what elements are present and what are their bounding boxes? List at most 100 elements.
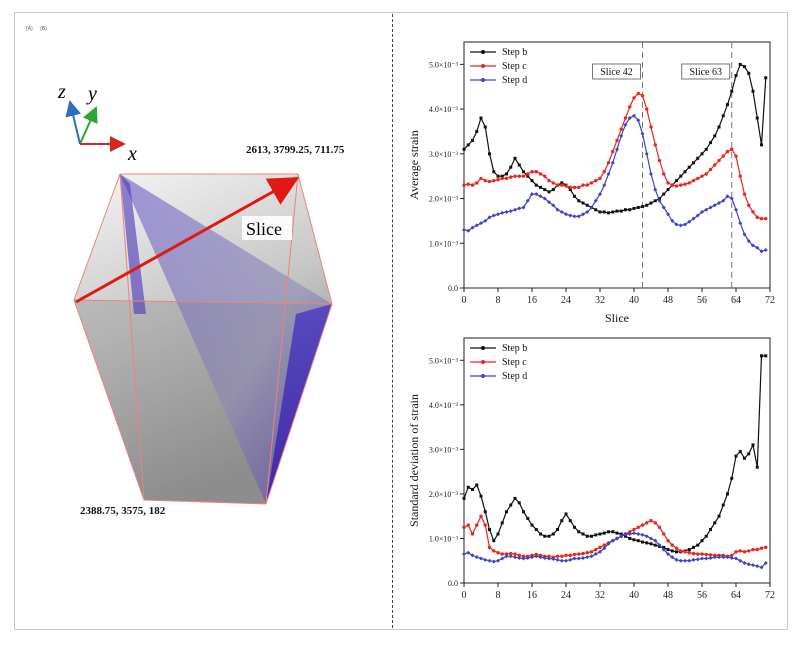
data-point: [759, 249, 764, 254]
data-point: [747, 452, 751, 456]
data-point: [564, 212, 568, 217]
data-point: [751, 243, 755, 248]
data-point: [636, 525, 640, 530]
data-point: [590, 534, 593, 538]
data-point: [666, 181, 670, 185]
legend-swatch-marker: [481, 374, 485, 378]
data-point: [466, 523, 470, 527]
x-tick-label: 0: [462, 590, 467, 601]
data-point: [538, 172, 543, 176]
data-point: [508, 209, 513, 214]
x-tick-label: 8: [496, 295, 501, 306]
data-point: [704, 147, 708, 151]
data-point: [496, 558, 500, 563]
y-axis-arrow: [79, 106, 98, 145]
data-point: [593, 198, 598, 203]
data-point: [530, 523, 534, 527]
data-point: [496, 178, 500, 182]
data-point: [636, 118, 641, 123]
data-point: [606, 541, 611, 546]
data-point: [509, 165, 513, 169]
data-point: [675, 550, 678, 554]
data-point: [508, 554, 513, 559]
data-point: [730, 147, 734, 152]
data-point: [729, 196, 734, 201]
data-point: [585, 183, 589, 187]
data-point: [606, 171, 611, 176]
data-point: [542, 556, 547, 561]
annotation-box: [592, 63, 641, 80]
data-point: [577, 552, 581, 556]
data-point: [517, 206, 522, 211]
data-point: [738, 549, 742, 553]
data-point: [717, 201, 721, 206]
data-point: [462, 496, 466, 500]
data-point: [475, 483, 479, 487]
panel-labels: (A) (B): [26, 26, 53, 32]
data-point: [598, 176, 602, 181]
data-point: [577, 530, 581, 534]
data-point: [751, 210, 755, 214]
data-point: [581, 551, 585, 556]
data-point: [764, 76, 768, 80]
data-point: [649, 171, 653, 176]
data-point: [755, 465, 759, 469]
y-axis-title: Average strain: [407, 130, 421, 199]
data-point: [471, 487, 474, 491]
y-tick-label: 3.0×10⁻³: [429, 150, 459, 159]
data-point: [725, 149, 730, 154]
data-point: [483, 510, 487, 514]
data-point: [547, 178, 551, 183]
data-point: [641, 540, 644, 544]
data-point: [709, 141, 712, 145]
data-point: [513, 156, 517, 160]
data-point: [611, 530, 615, 534]
data-point: [636, 532, 641, 536]
data-point: [700, 552, 704, 556]
data-point: [734, 207, 738, 212]
data-point: [764, 354, 768, 358]
data-point: [564, 558, 568, 563]
data-point: [462, 525, 466, 530]
data-point: [742, 232, 747, 237]
data-point: [636, 205, 640, 209]
data-point: [607, 211, 610, 215]
data-point: [475, 523, 479, 527]
data-point: [619, 534, 624, 539]
data-point: [747, 549, 751, 553]
data-point: [683, 558, 687, 563]
volume-illustration: x y z Slice 2613, 3799.25, 711.75 2388.7…: [57, 81, 345, 517]
data-point: [525, 556, 530, 561]
data-point: [649, 536, 653, 541]
data-point: [602, 546, 607, 551]
legend-label: Step c: [502, 61, 527, 72]
data-point: [483, 178, 487, 183]
y-tick-label: 2.0×10⁻³: [429, 490, 459, 499]
data-point: [734, 454, 738, 458]
x-tick-label: 0: [462, 295, 467, 306]
data-point: [615, 531, 619, 535]
data-point: [653, 538, 658, 543]
slice-label-box: [242, 216, 292, 240]
data-point: [521, 174, 526, 178]
data-point: [760, 143, 763, 147]
x-tick-label: 16: [527, 295, 537, 306]
x-tick-label: 72: [765, 590, 775, 601]
data-point: [670, 543, 674, 547]
data-point: [551, 181, 555, 185]
data-point: [517, 556, 522, 561]
data-point: [560, 554, 564, 558]
data-point: [564, 553, 568, 558]
data-point: [598, 549, 602, 554]
data-point: [522, 170, 525, 174]
data-point: [517, 174, 521, 178]
data-point: [679, 174, 683, 178]
data-point: [526, 172, 530, 176]
data-point: [666, 188, 670, 192]
corner-coordinate-bottom: 2388.75, 3575, 182: [80, 505, 166, 517]
z-axis-arrow: [65, 100, 82, 145]
data-point: [653, 187, 658, 192]
data-point: [585, 551, 589, 555]
data-point: [474, 223, 479, 228]
data-point: [632, 538, 636, 542]
